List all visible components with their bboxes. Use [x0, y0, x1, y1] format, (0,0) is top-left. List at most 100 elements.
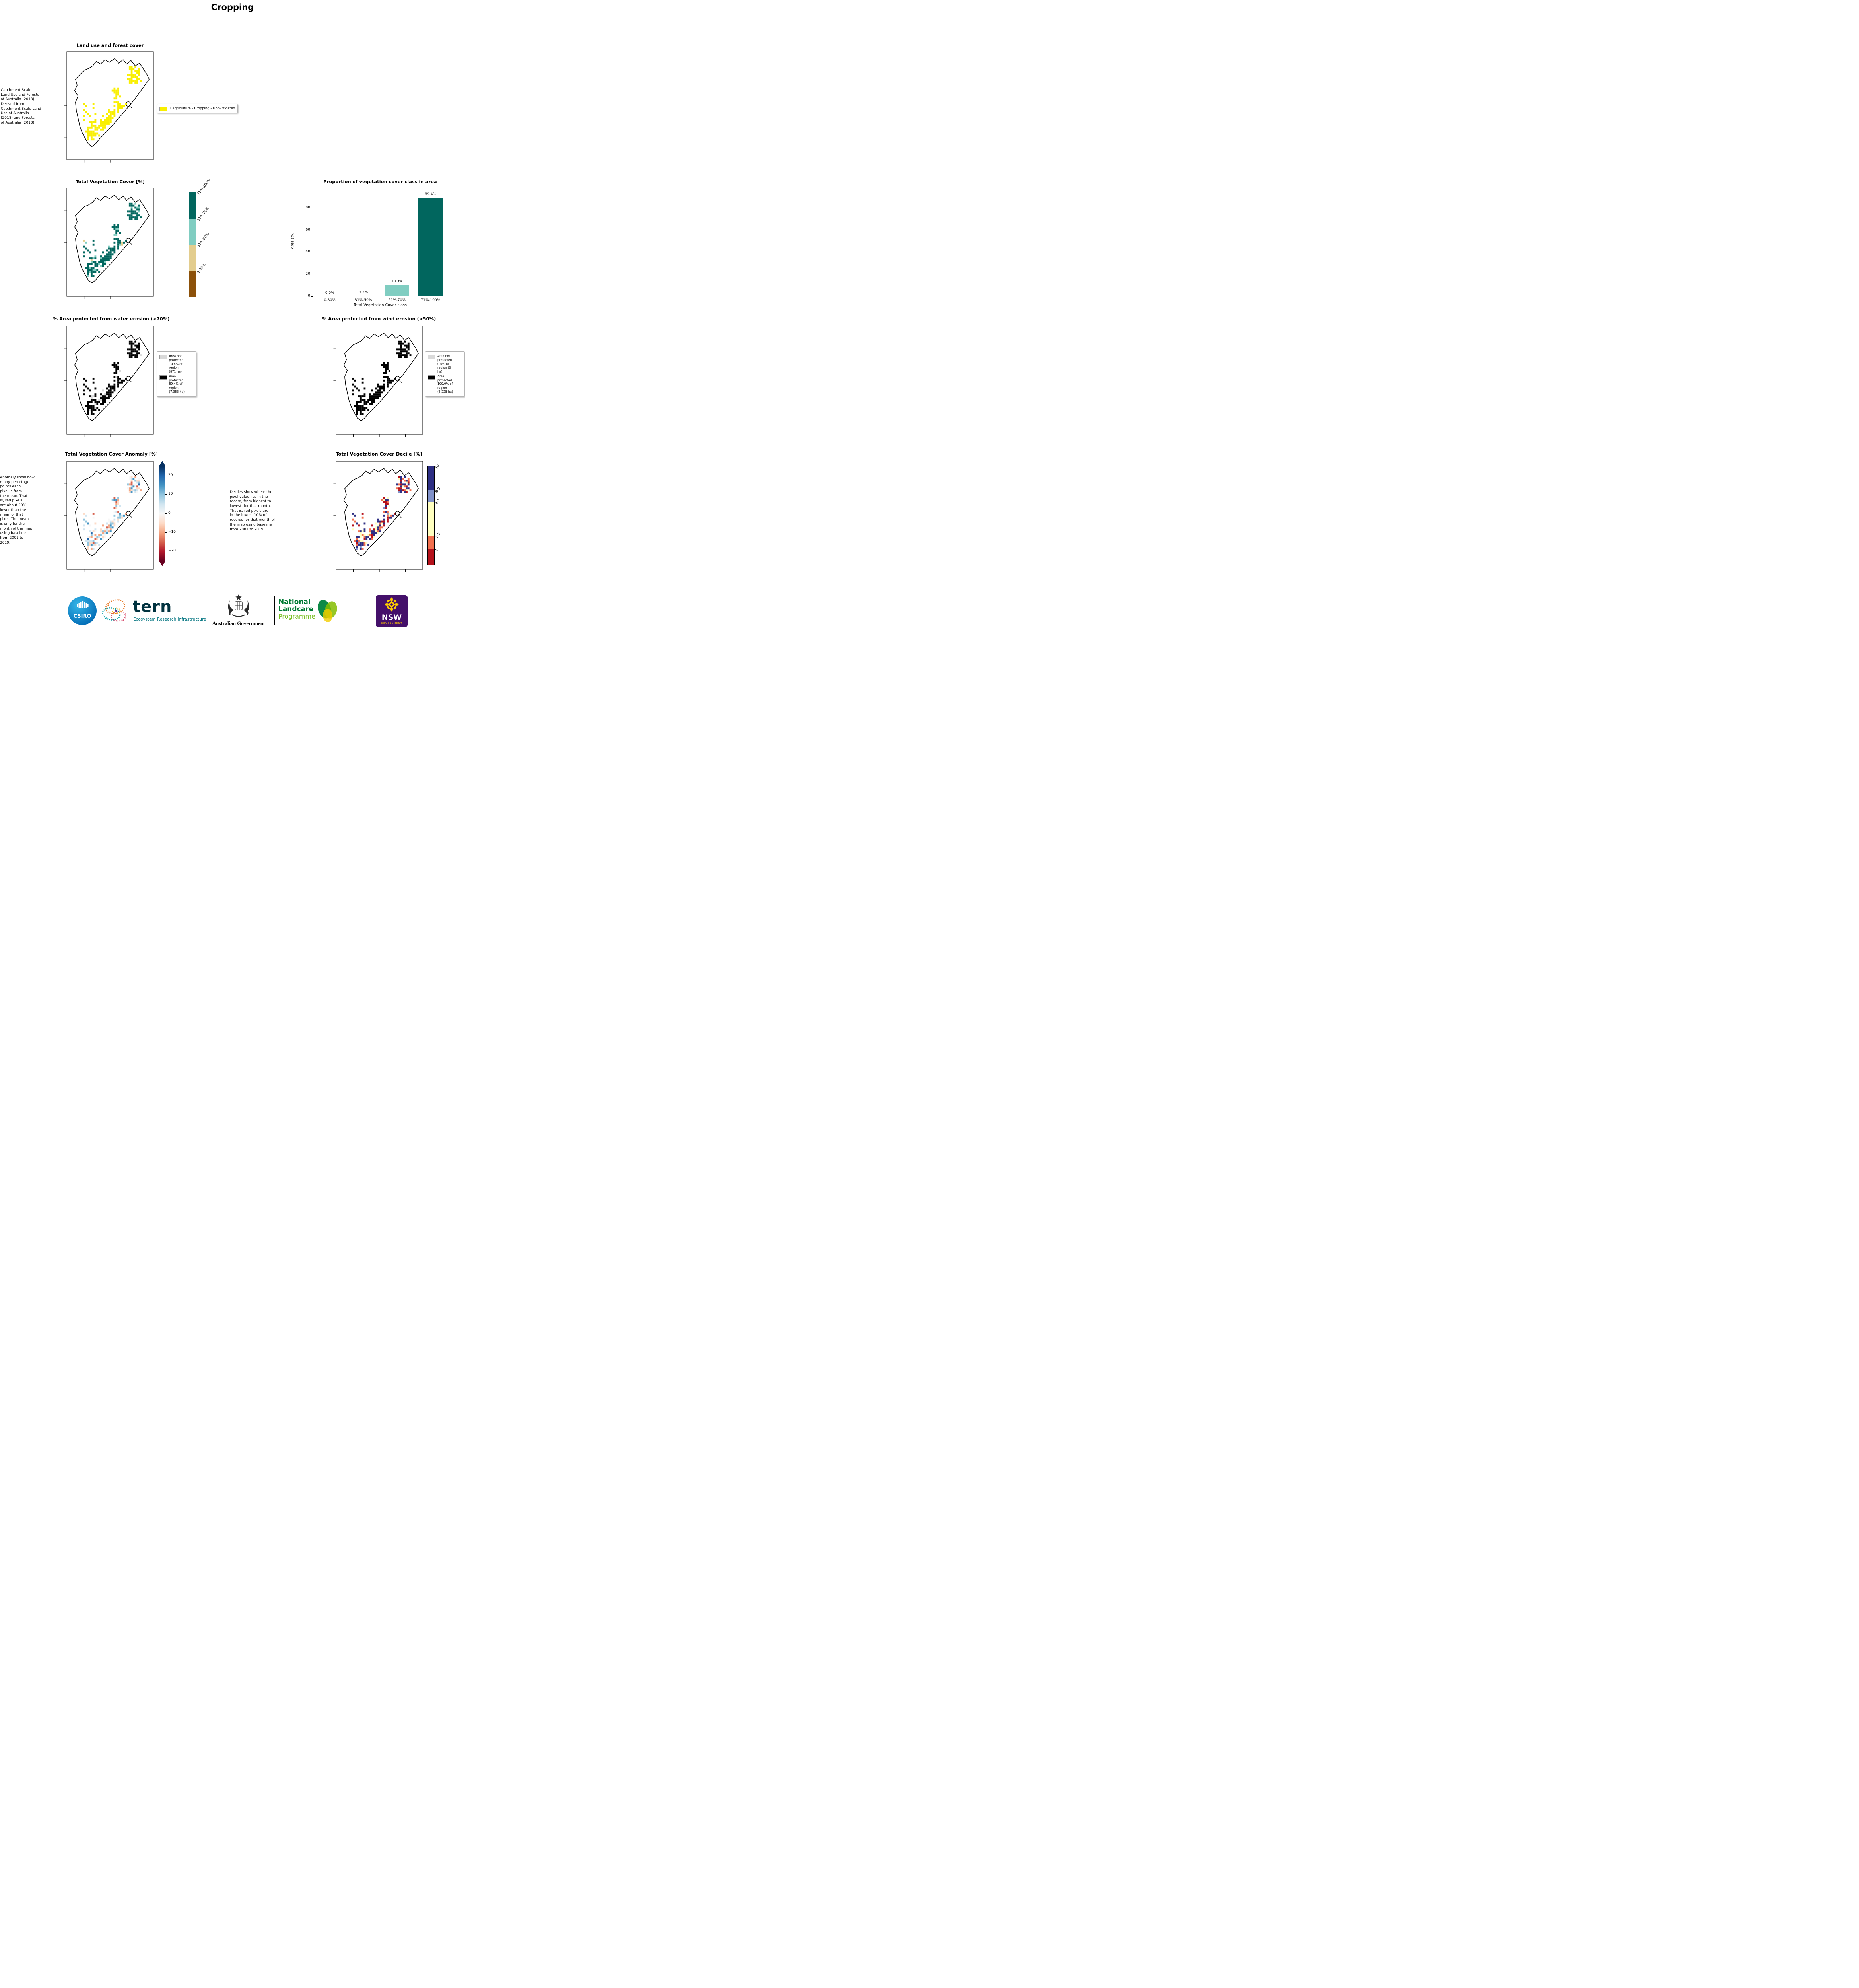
nsw-government-logo: NSW GOVERNMENT: [376, 595, 408, 627]
decile-title: Total Vegetation Cover Decile [%]: [336, 451, 422, 457]
pixel-raster: [83, 202, 142, 277]
anomaly-colorbar: 20 10 0 −10 −20: [159, 461, 191, 575]
water-erosion-map: [64, 326, 153, 437]
map-frame: [67, 461, 153, 569]
proportion-chart: Proportion of vegetation cover class in …: [278, 175, 465, 312]
landcare-word-programme: Programme: [278, 613, 315, 620]
bar-value-label: 10.3%: [391, 280, 403, 284]
map-frame: [336, 326, 423, 434]
not-protected-label: Area not protected 0.0% of region (0 ha): [437, 354, 452, 373]
wind-erosion-map: [333, 326, 423, 437]
land-use-legend: 1 Agriculture - Cropping - Non-irrigated: [157, 104, 238, 113]
x-tick-label: 31%-50%: [355, 298, 372, 302]
y-tick-label: 0: [308, 294, 310, 298]
colorbar-segment: [428, 490, 434, 502]
map-frame: [67, 188, 153, 296]
wind-erosion-legend: Area not protected 0.0% of region (0 ha)…: [425, 351, 465, 397]
x-tick-label: 71%-100%: [421, 298, 441, 302]
landcare-word-national: National: [278, 598, 311, 606]
x-axis-label: Total Vegetation Cover class: [354, 303, 407, 307]
y-axis-label: Area (%): [290, 232, 295, 249]
colorbar-tick: [165, 513, 167, 514]
colorbar-segment: [428, 549, 434, 565]
protected-label: Area protected 89.4% of region (7,353 ha…: [169, 374, 185, 394]
colorbar-class-label: 10: [435, 464, 441, 470]
pixel-raster: [352, 340, 412, 415]
x-tick-label: 0-30%: [324, 298, 336, 302]
tern-dot-art-icon: [102, 599, 126, 622]
map-frame: [67, 52, 153, 160]
decile-explanation-text: Deciles show where the pixel value lies …: [230, 490, 275, 532]
cropping-legend-label: 1 Agriculture - Cropping - Non-irrigated: [169, 106, 235, 111]
bar-value-label: 89.4%: [425, 192, 437, 196]
not-protected-swatch: [159, 355, 167, 359]
colorbar-segment: [189, 270, 196, 297]
landcare-leaves-icon: [318, 600, 337, 622]
land-use-map: [64, 52, 153, 163]
cropping-swatch: [159, 107, 167, 111]
logo-divider: [274, 596, 275, 625]
protected-label: Area protected 100.0% of region (8,225 h…: [437, 374, 453, 394]
bar-value-label: 0.3%: [359, 291, 368, 295]
colorbar-class-label: 8-9: [435, 486, 441, 494]
australian-government-wordmark: Australian Government: [212, 620, 265, 626]
protected-swatch: [428, 375, 435, 380]
pixel-raster: [83, 66, 142, 141]
colorbar-segment: [189, 218, 196, 245]
not-protected-label: Area not protected 10.6% of region (871 …: [169, 354, 184, 373]
pixel-raster: [83, 476, 142, 550]
colorbar-arrow-down: [159, 561, 165, 566]
tvc-colorbar-bar: [189, 192, 196, 297]
csiro-logo: CSIRO: [68, 596, 97, 625]
tern-wordmark: tern: [133, 598, 172, 616]
anomaly-gradient-bar: [159, 466, 165, 561]
report-page: Cropping Land use and forest cover Catch…: [0, 0, 465, 628]
colorbar-class-label: 2-3: [435, 532, 441, 539]
decile-colorbar: 10 8-9 4-7 2-3 1: [427, 461, 465, 575]
y-tick-label: 60: [305, 227, 310, 232]
colorbar-segment: [428, 535, 434, 549]
tern-subtitle: Ecosystem Research Infrastructure: [133, 617, 206, 622]
y-tick-label: 40: [305, 250, 310, 254]
decile-colorbar-bar: [427, 466, 435, 565]
nsw-wordmark: NSW: [381, 613, 402, 622]
colorbar-segment: [189, 192, 196, 219]
bar-chart-axes: [313, 194, 448, 297]
map-frame: [67, 326, 153, 434]
wind-erosion-title: % Area protected from wind erosion (>50%…: [322, 316, 436, 322]
colorbar-class-label: 71%-100%: [196, 178, 212, 196]
waratah-icon: [385, 597, 399, 612]
colorbar-tick-label: 20: [168, 473, 173, 477]
colorbar-tick: [165, 532, 167, 533]
land-use-title: Land use and forest cover: [76, 43, 144, 48]
tvc-title: Total Vegetation Cover [%]: [76, 179, 145, 184]
colorbar-class-label: 0-30%: [196, 262, 207, 274]
x-tick-label: 51%-70%: [388, 298, 406, 302]
colorbar-tick-label: 10: [168, 492, 173, 496]
colorbar-class-label: 31%-50%: [196, 232, 210, 248]
pixel-raster: [83, 340, 142, 415]
csiro-wordmark: CSIRO: [73, 613, 91, 619]
proportion-chart-title: Proportion of vegetation cover class in …: [323, 179, 437, 184]
y-tick-label: 20: [305, 272, 310, 276]
tvc-map: [64, 188, 153, 299]
y-tick: [311, 296, 313, 297]
water-erosion-legend: Area not protected 10.6% of region (871 …: [157, 351, 196, 397]
colorbar-tick-label: 0: [168, 511, 171, 515]
pixel-raster: [352, 476, 412, 550]
protected-swatch: [159, 375, 167, 380]
anomaly-map: [64, 461, 153, 573]
colorbar-segment: [189, 245, 196, 271]
anomaly-title: Total Vegetation Cover Anomaly [%]: [65, 451, 158, 457]
colorbar-class-label: 1: [435, 548, 439, 553]
colorbar-class-label: 51%-70%: [196, 206, 210, 222]
colorbar-segment: [428, 466, 434, 490]
water-erosion-title: % Area protected from water erosion (>70…: [53, 316, 170, 322]
nsw-government-label: GOVERNMENT: [381, 622, 403, 625]
colorbar-segment: [428, 502, 434, 536]
y-tick-label: 80: [305, 206, 310, 210]
bar: [385, 285, 410, 296]
anomaly-explanation-text: Anomaly show how many percetage points e…: [0, 476, 35, 545]
map-frame: [336, 461, 423, 569]
land-use-source-text: Catchment Scale Land Use and Forests of …: [1, 88, 41, 125]
